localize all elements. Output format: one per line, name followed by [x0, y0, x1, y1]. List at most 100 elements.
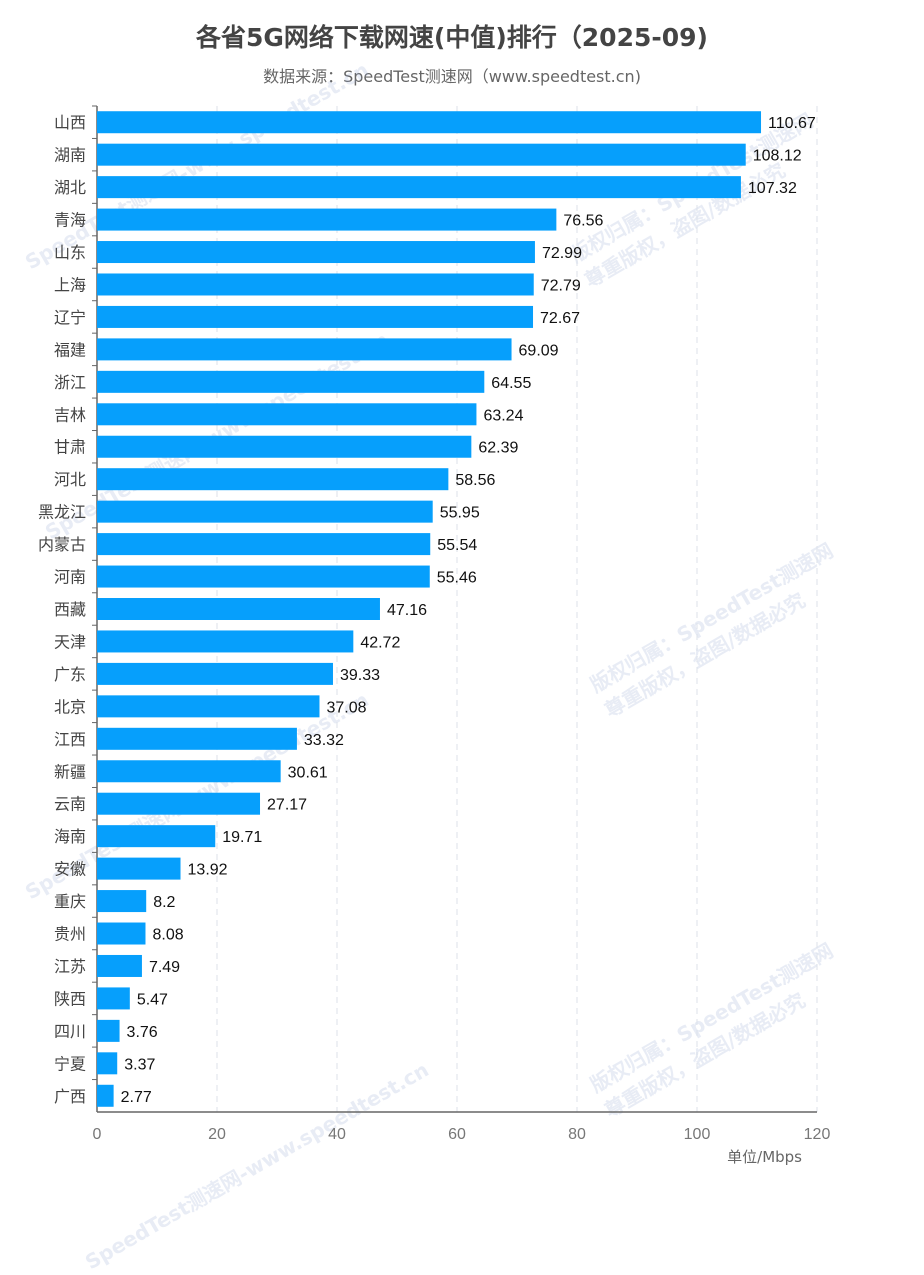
y-tick-label: 青海	[54, 211, 86, 230]
data-label: 63.24	[483, 407, 523, 424]
bar	[97, 1019, 120, 1042]
bar	[97, 533, 431, 556]
y-tick-label: 山西	[54, 113, 86, 132]
chart-title: 各省5G网络下载网速(中值)排行（2025-09)	[196, 23, 708, 52]
bar	[97, 565, 430, 588]
data-label: 30.61	[288, 764, 328, 781]
data-label: 55.46	[437, 570, 477, 587]
y-tick-label: 湖北	[54, 178, 86, 197]
bar	[97, 662, 333, 685]
x-tick-label: 20	[208, 1126, 226, 1143]
data-label: 3.76	[127, 1024, 158, 1041]
data-label: 72.99	[542, 245, 582, 262]
bar	[97, 468, 449, 491]
y-tick-label: 天津	[54, 632, 86, 651]
data-label: 64.55	[491, 375, 531, 392]
y-tick-label: 黑龙江	[38, 503, 86, 522]
data-label: 69.09	[519, 342, 559, 359]
y-tick-label: 贵州	[54, 925, 86, 944]
bar	[97, 695, 320, 718]
y-tick-label: 广东	[54, 665, 86, 684]
data-label: 110.67	[768, 115, 816, 132]
chart-subtitle: 数据来源：SpeedTest测速网（www.speedtest.cn)	[263, 67, 641, 86]
bar	[97, 435, 472, 458]
bar	[97, 727, 297, 750]
bar	[97, 241, 535, 264]
bar	[97, 500, 433, 523]
bar	[97, 857, 181, 880]
x-tick-label: 60	[448, 1126, 466, 1143]
data-label: 108.12	[753, 148, 802, 165]
bar	[97, 630, 354, 653]
bar	[97, 305, 534, 328]
data-label: 13.92	[188, 862, 228, 879]
y-tick-label: 辽宁	[54, 308, 86, 327]
data-label: 42.72	[360, 634, 400, 651]
y-tick-label: 宁夏	[54, 1054, 86, 1073]
y-tick-label: 重庆	[54, 892, 86, 911]
y-tick-label: 海南	[54, 827, 86, 846]
data-label: 37.08	[326, 699, 366, 716]
data-label: 27.17	[267, 797, 307, 814]
data-label: 72.67	[540, 310, 580, 327]
data-label: 47.16	[387, 602, 427, 619]
x-tick-label: 80	[568, 1126, 586, 1143]
x-tick-label: 120	[804, 1126, 831, 1143]
bar	[97, 987, 130, 1010]
y-tick-label: 福建	[54, 340, 86, 359]
y-tick-label: 上海	[54, 275, 86, 294]
bar	[97, 208, 557, 231]
y-tick-label: 浙江	[54, 373, 86, 392]
x-tick-label: 0	[93, 1126, 102, 1143]
bar	[97, 338, 512, 361]
bar	[97, 598, 380, 620]
y-tick-label: 安徽	[54, 860, 86, 879]
bar	[97, 370, 485, 393]
bar	[97, 273, 534, 296]
data-label: 19.71	[222, 829, 262, 846]
data-label: 3.37	[124, 1056, 155, 1073]
y-tick-label: 吉林	[54, 405, 86, 424]
y-tick-label: 河南	[54, 568, 86, 587]
bar	[97, 954, 142, 977]
y-tick-label: 甘肃	[54, 438, 86, 457]
y-tick-label: 江苏	[54, 957, 86, 976]
data-label: 72.79	[541, 277, 581, 294]
y-tick-label: 云南	[54, 795, 86, 814]
bar	[97, 111, 762, 134]
data-label: 58.56	[455, 472, 495, 489]
bar	[97, 1084, 114, 1107]
bar-chart: 0 20 40 60 80 100 120 山西 110.67 湖南 108.12 湖北 107.32 青…	[38, 105, 831, 1166]
data-label: 107.32	[748, 180, 797, 197]
bar	[97, 922, 146, 945]
data-label: 7.49	[149, 959, 180, 976]
y-tick-label: 四川	[54, 1022, 86, 1041]
y-tick-label: 广西	[54, 1087, 86, 1106]
data-label: 55.95	[440, 505, 480, 522]
y-tick-label: 河北	[54, 470, 86, 489]
y-tick-label: 内蒙古	[38, 535, 86, 554]
data-label: 8.2	[153, 894, 175, 911]
y-tick-label: 陕西	[54, 989, 86, 1008]
bar	[97, 403, 477, 426]
x-tick-label: 100	[684, 1126, 711, 1143]
y-tick-label: 湖南	[54, 146, 86, 165]
bar	[97, 792, 261, 815]
x-tick-label: 40	[328, 1126, 346, 1143]
y-tick-label: 江西	[54, 730, 86, 749]
x-axis-title: 单位/Mbps	[727, 1148, 802, 1166]
y-tick-label: 西藏	[54, 600, 86, 619]
bar	[97, 176, 741, 199]
y-tick-label: 新疆	[54, 762, 86, 781]
y-tick-label: 北京	[54, 697, 86, 716]
data-label: 5.47	[137, 991, 168, 1008]
data-label: 2.77	[121, 1089, 152, 1106]
data-label: 39.33	[340, 667, 380, 684]
bar	[97, 760, 281, 783]
data-label: 55.54	[437, 537, 477, 554]
data-label: 8.08	[152, 927, 183, 944]
bar	[97, 143, 746, 166]
data-label: 62.39	[478, 440, 518, 457]
bar	[97, 890, 147, 913]
bar	[97, 825, 216, 848]
